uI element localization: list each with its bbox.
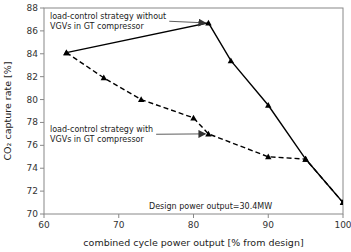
x-tick	[268, 214, 269, 218]
series-marker	[63, 49, 69, 55]
series-marker	[205, 20, 211, 26]
y-tick	[40, 8, 44, 9]
y-tick-label: 84	[27, 49, 39, 59]
annotation-arrow	[169, 21, 205, 23]
annotation-line: load-control strategy without	[50, 12, 166, 21]
x-tick-label: 100	[334, 220, 351, 230]
y-tick	[40, 145, 44, 146]
annotation-text: Design power output=30.4MW	[149, 202, 272, 211]
annotation-text: load-control strategy withVGVs in GT com…	[50, 125, 153, 144]
series-marker	[63, 49, 69, 55]
annotation-line: VGVs in GT compressor	[50, 135, 144, 144]
y-tick	[40, 168, 44, 169]
annotation-line: VGVs in GT compressor	[50, 22, 144, 31]
chart: 6070809010070727476788082848688combined …	[0, 0, 351, 252]
annotation-text: load-control strategy withoutVGVs in GT …	[50, 12, 166, 31]
x-tick-label: 90	[263, 220, 275, 230]
series-line	[66, 23, 343, 203]
series-marker	[302, 156, 308, 162]
x-tick	[118, 214, 119, 218]
x-tick-label: 80	[188, 220, 200, 230]
x-tick	[193, 214, 194, 218]
series-marker	[340, 199, 343, 205]
y-tick-label: 72	[27, 186, 38, 196]
plot-area	[63, 20, 343, 205]
y-tick-label: 70	[27, 209, 39, 219]
y-axis-label: CO₂ capture rate [%]	[2, 61, 13, 160]
y-tick	[40, 122, 44, 123]
annotation-arrow	[156, 133, 205, 134]
series-marker	[101, 75, 107, 81]
series-marker	[228, 57, 234, 63]
y-tick-label: 80	[27, 95, 39, 105]
series-marker	[265, 154, 271, 160]
x-tick	[343, 214, 344, 218]
annotation-line: load-control strategy with	[50, 125, 153, 134]
y-tick-label: 86	[27, 26, 39, 36]
y-tick-label: 76	[27, 140, 39, 150]
y-tick	[40, 30, 44, 31]
y-tick-label: 78	[27, 117, 39, 127]
x-tick-label: 70	[113, 220, 125, 230]
plot-frame	[44, 8, 343, 214]
annotation-line: Design power output=30.4MW	[149, 202, 272, 211]
series-marker	[190, 115, 196, 121]
x-tick	[44, 214, 45, 218]
y-tick-label: 88	[27, 3, 39, 13]
y-tick	[40, 53, 44, 54]
y-tick	[40, 214, 44, 215]
y-tick-label: 82	[27, 72, 38, 82]
y-tick	[40, 191, 44, 192]
series-marker	[265, 102, 271, 108]
y-tick-label: 74	[27, 163, 39, 173]
x-axis-label: combined cycle power output [% from desi…	[83, 237, 303, 248]
y-tick	[40, 99, 44, 100]
y-tick	[40, 76, 44, 77]
x-tick-label: 60	[38, 220, 50, 230]
series-marker	[138, 96, 144, 102]
series-marker	[205, 131, 211, 137]
